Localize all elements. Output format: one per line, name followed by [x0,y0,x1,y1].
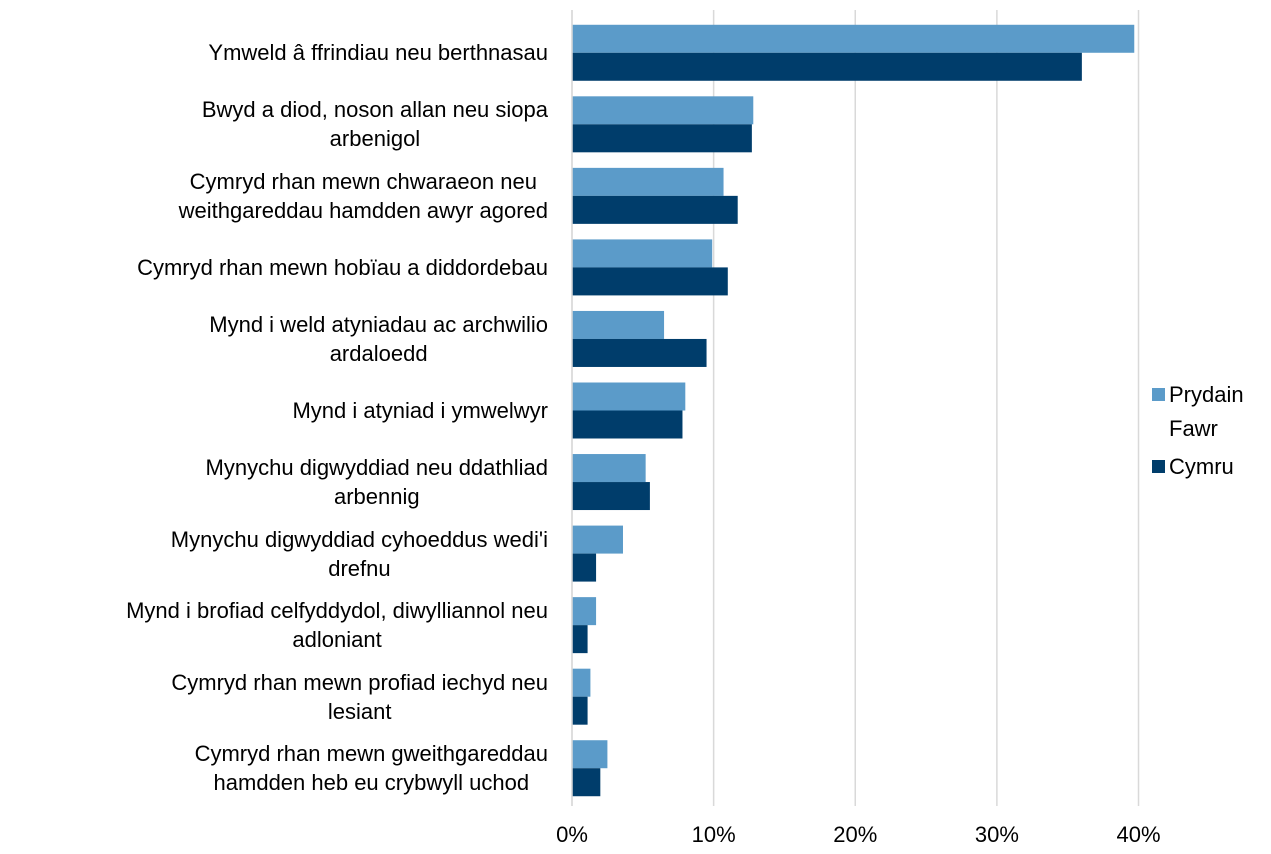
bar [572,167,724,196]
bar [572,482,650,511]
bar [572,553,597,582]
x-tick-label: 10% [691,822,736,847]
bar [572,96,754,125]
legend-label: Cymru [1169,454,1234,479]
x-tick-label: 30% [974,822,1019,847]
bar [572,338,707,367]
bar [572,525,623,554]
bar [572,597,597,626]
bar [572,124,752,153]
category-label: Bwyd a diod, noson allan neu siopa arben… [201,97,548,152]
bar [572,382,686,411]
category-label: Ymweld â ffrindiau neu berthnasau [208,40,548,66]
bar [572,267,728,296]
category-label: Cymryd rhan mewn hobïau a diddordebau [137,254,548,280]
x-tick-label: 20% [833,822,878,847]
legend-item: Prydain Fawr [1152,378,1249,446]
category-label: Mynd i weld atyniadau ac archwilio ardal… [209,311,548,366]
category-label: Mynd i atyniad i ymwelwyr [292,398,548,423]
bar [572,52,1082,81]
bar [572,768,601,797]
bar [572,696,588,725]
legend-item: Cymru [1152,450,1249,484]
category-label: Cymryd rhan mewn chwaraeon neu weithgare… [178,168,548,223]
bar [572,668,591,697]
bar [572,740,608,769]
bar [572,310,665,339]
bar [572,195,738,224]
bar [572,410,683,439]
category-label: Mynychu digwyddiad cyhoeddus wedi'i dref… [170,526,548,581]
category-label: Mynychu digwyddiad neu ddathliad arbenni… [205,455,548,510]
legend-swatch [1152,460,1165,473]
bar [572,625,588,654]
bar [572,239,713,268]
category-label: Cymryd rhan mewn profiad iechyd neu lesi… [171,669,548,724]
category-label: Mynd i brofiad celfyddydol, diwylliannol… [126,598,548,653]
bar [572,24,1135,53]
legend-swatch [1152,388,1165,401]
x-tick-label: 0% [556,822,588,847]
bar [572,454,646,483]
x-tick-label: 40% [1116,822,1161,847]
legend-label: Prydain Fawr [1169,382,1244,441]
category-label: Cymryd rhan mewn gweithgareddau hamdden … [194,741,548,796]
